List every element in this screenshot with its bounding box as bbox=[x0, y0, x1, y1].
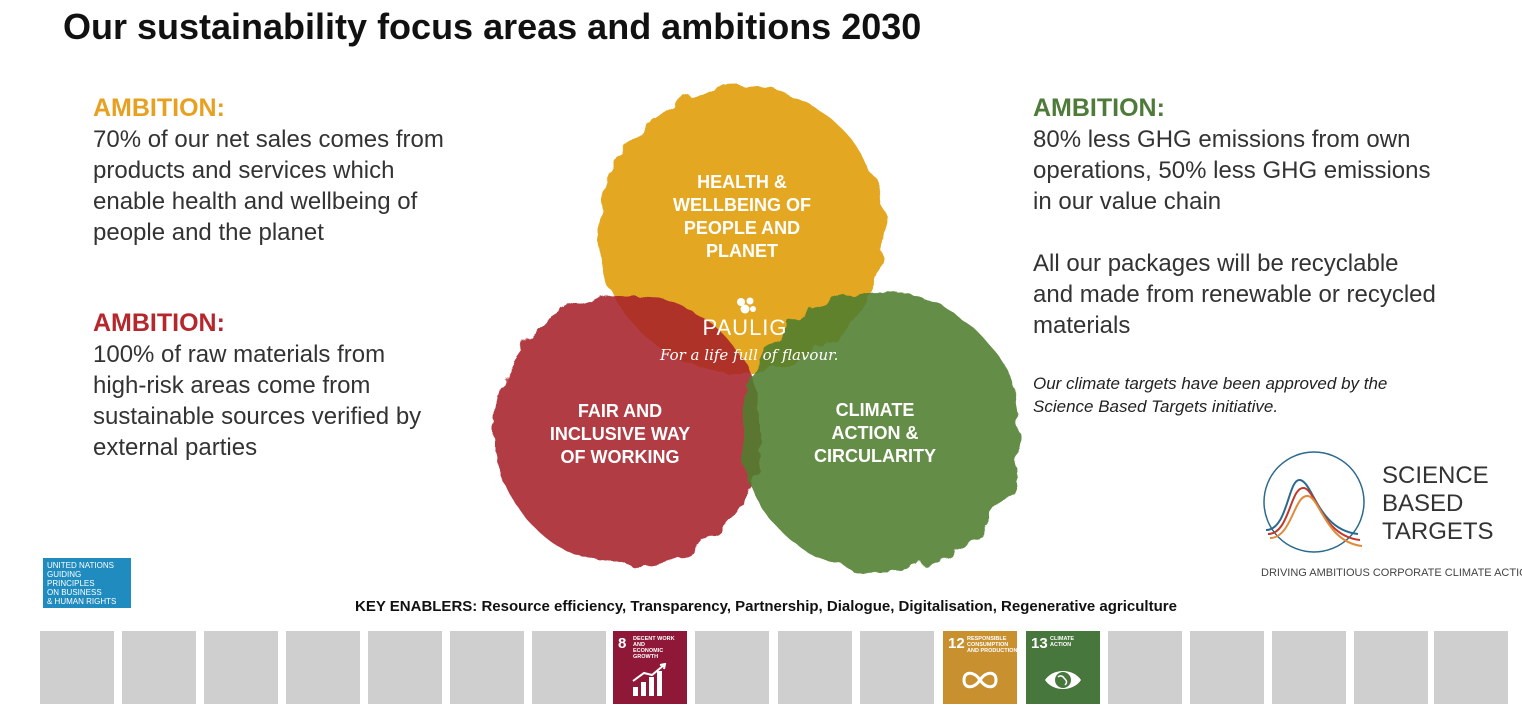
infinity-icon bbox=[962, 671, 998, 689]
circle-climate bbox=[740, 292, 1020, 572]
sdg-tile-inactive bbox=[122, 631, 196, 704]
sdg-tile-inactive bbox=[1354, 631, 1428, 704]
sbt-tagline: DRIVING AMBITIOUS CORPORATE CLIMATE ACTI… bbox=[1261, 567, 1522, 579]
sdg-label: CLIMATE ACTION bbox=[1050, 636, 1075, 648]
sdg-tile-inactive bbox=[532, 631, 606, 704]
ambition-fair: AMBITION: 100% of raw materials from hig… bbox=[93, 308, 513, 463]
page-title: Our sustainability focus areas and ambit… bbox=[63, 6, 922, 47]
sdg-label: RESPONSIBLE CONSUMPTION AND PRODUCTION bbox=[967, 636, 1018, 654]
ambition-text: 100% of raw materials from high-risk are… bbox=[93, 341, 422, 461]
sdg-tile-inactive bbox=[695, 631, 769, 704]
sdg-tile-inactive bbox=[450, 631, 524, 704]
sdg-tile-inactive bbox=[1190, 631, 1264, 704]
sbt-name: SCIENCE BASED TARGETS bbox=[1382, 462, 1494, 545]
sdg-tile-inactive bbox=[204, 631, 278, 704]
ungp-logo: UNITED NATIONS GUIDING PRINCIPLES ON BUS… bbox=[43, 558, 131, 608]
sdg-tile-inactive bbox=[860, 631, 934, 704]
ambition-heading: AMBITION: bbox=[93, 309, 225, 337]
sdg-number: 12 bbox=[948, 635, 965, 652]
sdg-tile-inactive bbox=[368, 631, 442, 704]
ambition-heading: AMBITION: bbox=[93, 94, 225, 122]
sdg-tile-inactive bbox=[40, 631, 114, 704]
sbt-circle-icon bbox=[1263, 451, 1365, 553]
climate-note: Our climate targets have been approved b… bbox=[1033, 374, 1388, 416]
sdg-tile-inactive bbox=[1434, 631, 1508, 704]
circle-health bbox=[598, 87, 884, 373]
sdg-tile-inactive bbox=[778, 631, 852, 704]
sdg-tile-inactive bbox=[1108, 631, 1182, 704]
sdg-tile-goal-8: 8 DECENT WORK AND ECONOMIC GROWTH bbox=[613, 631, 687, 704]
paulig-name: PAULIG bbox=[702, 315, 788, 340]
sdg-number: 8 bbox=[618, 635, 627, 652]
ambition-heading: AMBITION: bbox=[1033, 94, 1165, 122]
sdg-tile-goal-13: 13 CLIMATE ACTION bbox=[1026, 631, 1100, 704]
sdg-tile-inactive bbox=[286, 631, 360, 704]
key-enablers: KEY ENABLERS: Resource efficiency, Trans… bbox=[355, 598, 1177, 615]
paulig-dots-icon bbox=[737, 297, 756, 314]
sdg-tile-inactive bbox=[1272, 631, 1346, 704]
paulig-logo: PAULIG For a life full of flavour. bbox=[660, 296, 839, 364]
circle-fair bbox=[493, 295, 763, 565]
ambition-text: 80% less GHG emissions from own operatio… bbox=[1033, 126, 1431, 215]
sbt-logo: SCIENCE BASED TARGETS DRIVING AMBITIOUS … bbox=[1258, 450, 1522, 585]
sdg-label: DECENT WORK AND ECONOMIC GROWTH bbox=[633, 636, 675, 660]
sdg-number: 13 bbox=[1031, 635, 1048, 652]
circle-label-fair: FAIR AND INCLUSIVE WAY OF WORKING bbox=[549, 401, 691, 467]
paulig-tagline: For a life full of flavour. bbox=[660, 346, 839, 364]
ambition-text-packages: All our packages will be recyclable and … bbox=[1033, 250, 1436, 339]
ambition-health: AMBITION: 70% of our net sales comes fro… bbox=[93, 93, 513, 248]
ambition-climate: AMBITION: 80% less GHG emissions from ow… bbox=[1033, 93, 1493, 341]
growth-chart-icon bbox=[632, 663, 667, 696]
venn-diagram bbox=[493, 87, 1020, 572]
ambition-text: 70% of our net sales comes from products… bbox=[93, 126, 444, 246]
eye-globe-icon bbox=[1045, 671, 1081, 689]
circle-label-climate: CLIMATE ACTION & CIRCULARITY bbox=[814, 400, 936, 466]
circle-label-health: HEALTH & WELLBEING OF PEOPLE AND PLANET bbox=[673, 172, 811, 261]
sdg-tile-goal-12: 12 RESPONSIBLE CONSUMPTION AND PRODUCTIO… bbox=[943, 631, 1017, 704]
